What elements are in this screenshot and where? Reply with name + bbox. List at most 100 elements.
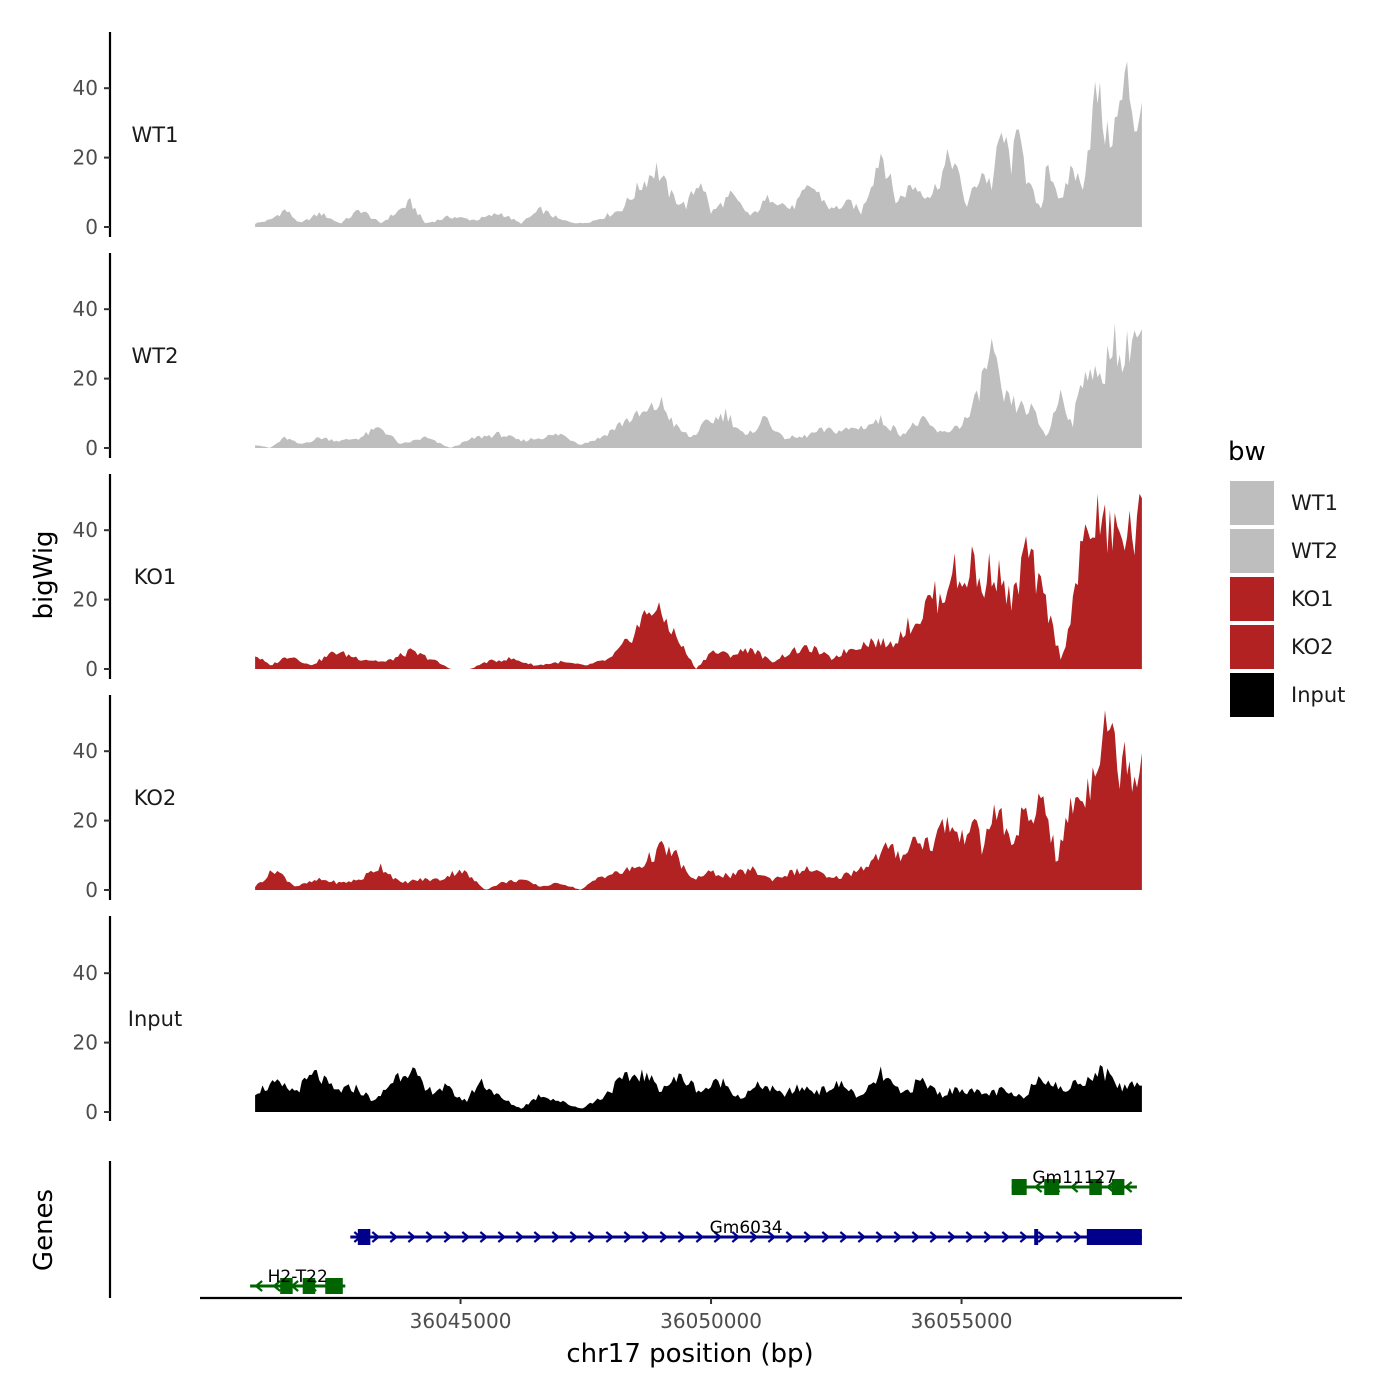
track-input: 0 20 40 Input: [73, 916, 1142, 1124]
strand-chevron: [497, 1231, 507, 1243]
strand-chevron: [425, 1231, 435, 1243]
strand-chevron: [785, 1231, 795, 1243]
gene-h2-t22: H2-T22: [250, 1267, 346, 1294]
x-tick-label: 36045000: [410, 1309, 512, 1333]
strand-chevron: [1001, 1231, 1011, 1243]
signal-area-ko1: [255, 493, 1142, 669]
y-tick-label: 0: [85, 657, 98, 681]
legend-entry-wt1: WT1: [1230, 481, 1338, 525]
track-label-ko1: KO1: [134, 565, 177, 589]
gene-exon: [1011, 1179, 1027, 1195]
y-tick-label: 40: [73, 739, 98, 763]
gene-exon: [1111, 1179, 1125, 1195]
legend-entry-wt2: WT2: [1230, 529, 1338, 573]
strand-chevron: [254, 1280, 263, 1292]
strand-chevron: [713, 1231, 723, 1243]
strand-chevron: [515, 1231, 525, 1243]
strand-chevron: [371, 1231, 381, 1243]
track-label-ko2: KO2: [134, 786, 177, 810]
y-tick-label: 20: [73, 146, 98, 170]
gene-gm6034: Gm6034: [350, 1218, 1142, 1245]
signal-area-input: [255, 1065, 1142, 1112]
y-tick-label: 40: [73, 518, 98, 542]
strand-chevron: [272, 1280, 281, 1292]
gene-exon: [325, 1278, 343, 1294]
track-label-wt2: WT2: [132, 344, 179, 368]
gene-label-gm6034: Gm6034: [710, 1218, 783, 1238]
legend-swatch: [1230, 625, 1274, 669]
legend-title: bw: [1228, 437, 1266, 467]
strand-chevron: [1033, 1181, 1043, 1193]
track-wt2: 0 20 40 WT2: [73, 253, 1142, 460]
gene-label-h2-t22: H2-T22: [268, 1267, 328, 1287]
strand-chevron: [389, 1231, 399, 1243]
y-tick-label: 20: [73, 809, 98, 833]
legend-label: KO1: [1291, 587, 1334, 611]
strand-chevron: [1105, 1181, 1115, 1193]
strand-chevron: [821, 1231, 831, 1243]
strand-chevron: [623, 1231, 633, 1243]
gene-exon: [302, 1278, 316, 1294]
strand-chevron: [659, 1231, 669, 1243]
strand-chevron: [1019, 1231, 1029, 1243]
y-axis-title: bigWig: [29, 530, 59, 619]
strand-chevron: [587, 1231, 597, 1243]
strand-chevron: [1069, 1181, 1079, 1193]
strand-chevron: [1073, 1231, 1083, 1243]
signal-area-wt1: [255, 61, 1142, 228]
track-label-wt1: WT1: [132, 123, 179, 147]
y-tick-label: 0: [85, 1100, 98, 1124]
y-tick-label: 40: [73, 297, 98, 321]
x-tick-label: 36055000: [911, 1309, 1013, 1333]
strand-chevron: [461, 1231, 471, 1243]
legend-swatch: [1230, 673, 1274, 717]
strand-chevron: [929, 1231, 939, 1243]
strand-chevron: [839, 1231, 849, 1243]
strand-chevron: [911, 1231, 921, 1243]
y-tick-label: 20: [73, 1031, 98, 1055]
strand-chevron: [749, 1231, 759, 1243]
strand-chevron: [479, 1231, 489, 1243]
gene-exon: [280, 1278, 293, 1294]
y-tick-label: 0: [85, 436, 98, 460]
y-tick-label: 40: [73, 961, 98, 985]
strand-chevron: [731, 1231, 741, 1243]
track-label-input: Input: [128, 1007, 182, 1031]
x-axis: 36045000 36050000 36055000: [200, 1296, 1182, 1333]
gene-track: Gm11127 Gm6034 H2-T22: [108, 1161, 1142, 1298]
strand-chevron: [893, 1231, 903, 1243]
gene-exon: [1034, 1229, 1039, 1245]
strand-chevron: [857, 1231, 867, 1243]
gene-gm11127: Gm11127: [1011, 1168, 1137, 1195]
track-wt1: 0 20 40 WT1: [73, 32, 1142, 239]
legend-entry-ko2: KO2: [1230, 625, 1334, 669]
strand-chevron: [1037, 1231, 1047, 1243]
strand-chevron: [767, 1231, 777, 1243]
legend-swatch: [1230, 481, 1274, 525]
legend-label: WT2: [1291, 539, 1338, 563]
track-ko2: 0 20 40 KO2: [73, 695, 1142, 902]
gene-exon: [1089, 1179, 1102, 1195]
y-tick-label: 0: [85, 215, 98, 239]
gene-exon: [1044, 1179, 1060, 1195]
y-tick-label: 0: [85, 878, 98, 902]
y-tick-label: 40: [73, 76, 98, 100]
strand-chevron: [965, 1231, 975, 1243]
strand-chevron: [641, 1231, 651, 1243]
y-tick-label: 20: [73, 367, 98, 391]
signal-area-ko2: [255, 710, 1142, 890]
strand-chevron: [551, 1231, 561, 1243]
legend-label: WT1: [1291, 491, 1338, 515]
legend-label: KO2: [1291, 635, 1334, 659]
strand-chevron: [947, 1231, 957, 1243]
strand-chevron: [605, 1231, 615, 1243]
legend: WT1 WT2 KO1 KO2 Input: [1230, 481, 1345, 717]
x-axis-title: chr17 position (bp): [566, 1339, 813, 1369]
genes-axis-title: Genes: [29, 1189, 59, 1271]
strand-chevron: [983, 1231, 993, 1243]
strand-chevron: [1123, 1181, 1133, 1193]
strand-chevron: [1055, 1231, 1065, 1243]
signal-tracks: 0 20 40 WT1 0 20 40 WT2 0 20 40 KO1 0 20 40 KO2 0 20 40 Inp…: [73, 32, 1142, 1124]
strand-chevron: [407, 1231, 417, 1243]
track-ko1: 0 20 40 KO1: [73, 474, 1142, 681]
